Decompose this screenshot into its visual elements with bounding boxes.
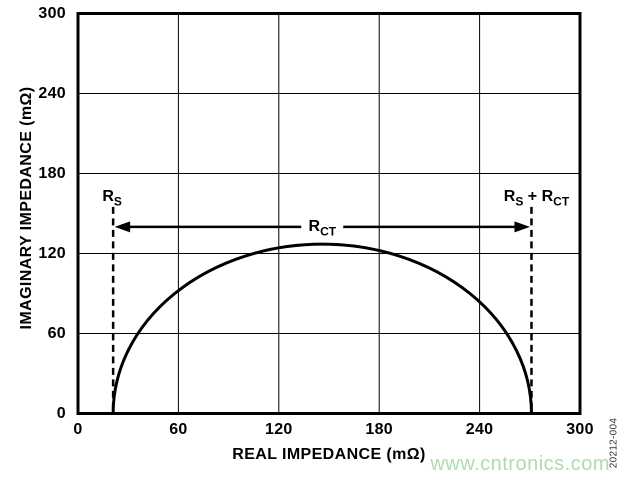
y-tick-label: 120 <box>38 244 66 262</box>
y-tick-label: 60 <box>47 324 66 342</box>
watermark-text: www.cntronics.com <box>430 453 610 475</box>
rct-arrow-left-head <box>114 221 131 233</box>
rct-annotation-label: RCT <box>301 217 344 239</box>
x-tick-label: 0 <box>73 421 83 438</box>
plot-border <box>76 12 582 415</box>
y-tick-label: 0 <box>56 404 66 422</box>
rs-label-subscript: S <box>113 194 122 209</box>
y-axis-title: IMAGINARY IMPEDANCE (mΩ) <box>18 86 35 330</box>
rs-plus-rct-part1: R <box>503 188 516 206</box>
rs-label-base: R <box>102 188 114 206</box>
rs-plus-rct-sub2: CT <box>553 194 570 209</box>
impedance-semicircle-curve <box>111 243 533 414</box>
x-tick-label: 300 <box>566 421 594 438</box>
rct-arrow-right-head <box>514 221 530 233</box>
rs-annotation-label: RS <box>102 188 122 209</box>
rs-plus-rct-sub1: S <box>515 194 524 209</box>
x-tick-label: 60 <box>169 421 188 438</box>
x-tick-label: 180 <box>365 421 393 438</box>
y-tick-label: 180 <box>38 164 66 182</box>
rs-plus-rct-annotation-label: RS + RCT <box>503 188 570 209</box>
y-tick-label: 300 <box>38 4 66 22</box>
y-tick-label: 240 <box>38 84 66 102</box>
rct-label-subscript: CT <box>320 224 337 239</box>
x-axis-title: REAL IMPEDANCE (mΩ) <box>232 446 426 463</box>
x-tick-label: 240 <box>465 421 494 438</box>
figure-code: 20212-004 <box>608 417 620 469</box>
x-tick-label: 120 <box>264 421 293 438</box>
rs-plus-rct-part2: + R <box>523 188 554 206</box>
rct-label-base: R <box>308 218 321 236</box>
